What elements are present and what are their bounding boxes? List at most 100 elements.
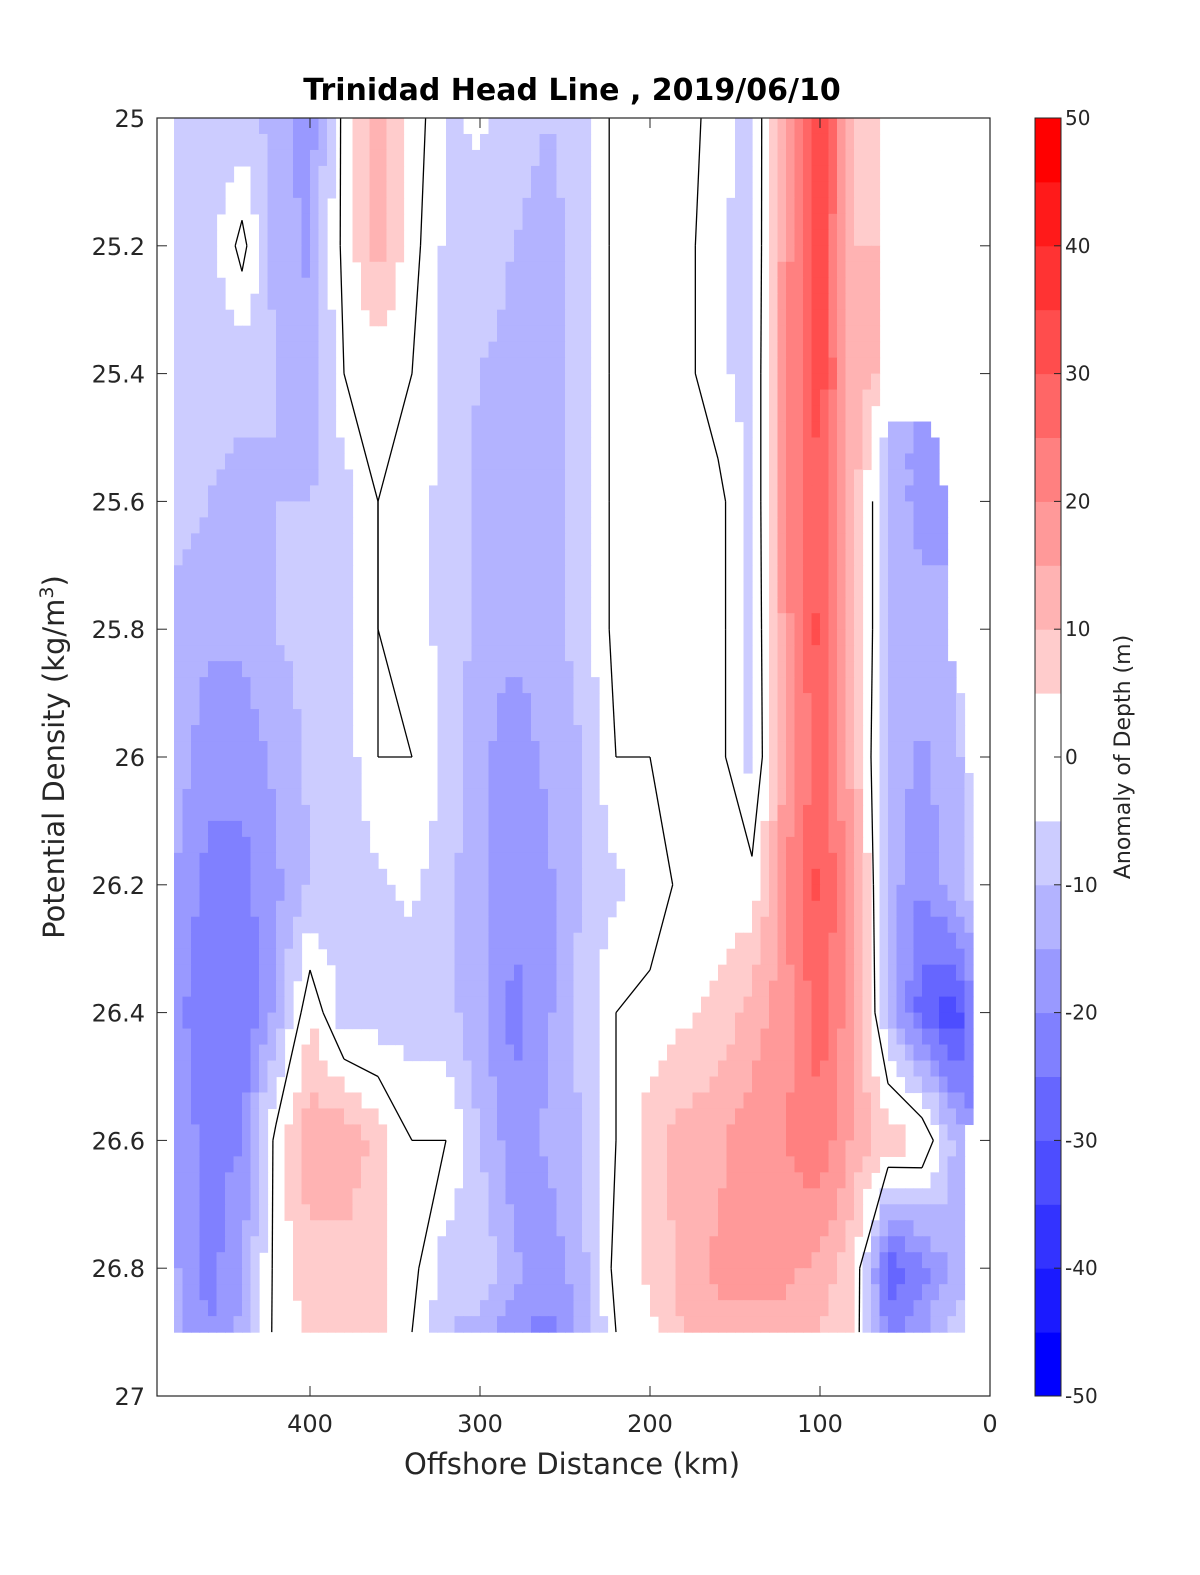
heatmap-cell	[531, 197, 541, 215]
heatmap-cell	[378, 1236, 388, 1253]
heatmap-cell	[191, 325, 201, 343]
heatmap-cell	[777, 485, 787, 502]
heatmap-cell	[556, 197, 566, 215]
heatmap-cell	[293, 629, 303, 646]
heatmap-cell	[310, 181, 320, 199]
heatmap-cell	[225, 1076, 235, 1094]
heatmap-cell	[182, 900, 192, 918]
heatmap-cell	[488, 677, 498, 694]
heatmap-cell	[335, 1204, 345, 1221]
heatmap-cell	[930, 804, 940, 822]
heatmap-cell	[437, 1300, 447, 1317]
heatmap-cell	[837, 661, 847, 678]
heatmap-cell	[573, 804, 583, 822]
heatmap-cell	[709, 996, 719, 1014]
heatmap-cell	[259, 948, 269, 966]
heatmap-cell	[429, 820, 439, 838]
heatmap-cell	[471, 405, 481, 423]
heatmap-cell	[743, 1012, 753, 1030]
heatmap-cell	[199, 1204, 209, 1221]
heatmap-cell	[471, 1044, 481, 1062]
heatmap-cell	[879, 437, 889, 455]
heatmap-cell	[225, 661, 235, 678]
heatmap-cell	[888, 741, 898, 758]
heatmap-cell	[344, 788, 354, 806]
heatmap-cell	[548, 916, 558, 934]
heatmap-cell	[327, 868, 337, 886]
heatmap-cell	[361, 996, 371, 1014]
heatmap-cell	[310, 1060, 320, 1078]
heatmap-cell	[293, 884, 303, 902]
heatmap-cell	[573, 1028, 583, 1046]
heatmap-cell	[446, 501, 456, 518]
heatmap-cell	[794, 693, 804, 710]
heatmap-cell	[939, 677, 949, 694]
heatmap-cell	[259, 1204, 269, 1221]
heatmap-cell	[905, 788, 915, 806]
heatmap-cell	[488, 597, 498, 614]
heatmap-cell	[216, 133, 226, 151]
heatmap-cell	[582, 661, 592, 678]
heatmap-cell	[259, 469, 269, 487]
heatmap-cell	[259, 836, 269, 854]
heatmap-cell	[386, 229, 396, 247]
heatmap-cell	[522, 181, 532, 199]
heatmap-cell	[531, 709, 541, 726]
heatmap-cell	[318, 165, 328, 183]
heatmap-cell	[335, 852, 345, 870]
heatmap-cell	[480, 820, 490, 838]
heatmap-cell	[718, 1188, 728, 1205]
heatmap-cell	[556, 501, 566, 518]
heatmap-cell	[888, 645, 898, 662]
heatmap-cell	[947, 1252, 957, 1269]
heatmap-cell	[208, 229, 218, 247]
heatmap-cell	[930, 1076, 940, 1094]
heatmap-cell	[276, 629, 286, 646]
heatmap-cell	[233, 1284, 243, 1301]
heatmap-cell	[293, 1204, 303, 1221]
heatmap-cell	[692, 1028, 702, 1046]
heatmap-cell	[548, 245, 558, 263]
heatmap-cell	[199, 1060, 209, 1078]
heatmap-cell	[182, 453, 192, 471]
heatmap-cell	[548, 421, 558, 439]
heatmap-cell	[310, 1188, 320, 1205]
heatmap-cell	[369, 1012, 379, 1030]
heatmap-cell	[378, 1220, 388, 1237]
heatmap-cell	[828, 916, 838, 934]
heatmap-cell	[556, 421, 566, 439]
heatmap-cell	[786, 709, 796, 726]
heatmap-cell	[514, 1012, 524, 1030]
heatmap-cell	[463, 629, 473, 646]
heatmap-cell	[284, 1124, 294, 1141]
heatmap-cell	[488, 1188, 498, 1205]
heatmap-cell	[293, 213, 303, 231]
heatmap-cell	[216, 613, 226, 630]
heatmap-cell	[862, 118, 872, 135]
heatmap-cell	[216, 1108, 226, 1126]
heatmap-cell	[446, 996, 456, 1014]
heatmap-cell	[539, 980, 549, 998]
heatmap-cell	[301, 309, 311, 327]
heatmap-cell	[378, 213, 388, 231]
heatmap-cell	[310, 501, 320, 518]
heatmap-cell	[471, 613, 481, 630]
heatmap-cell	[947, 1284, 957, 1301]
heatmap-cell	[182, 1092, 192, 1110]
heatmap-cell	[378, 229, 388, 247]
heatmap-cell	[548, 788, 558, 806]
heatmap-cell	[284, 533, 294, 550]
heatmap-cell	[650, 1172, 660, 1189]
heatmap-cell	[497, 213, 507, 231]
heatmap-cell	[803, 197, 813, 215]
heatmap-cell	[233, 804, 243, 822]
heatmap-cell	[480, 693, 490, 710]
heatmap-cell	[242, 517, 252, 534]
heatmap-cell	[556, 118, 566, 135]
heatmap-cell	[820, 629, 830, 646]
heatmap-cell	[667, 1124, 677, 1141]
heatmap-cell	[310, 565, 320, 582]
heatmap-cell	[216, 725, 226, 742]
heatmap-cell	[522, 1252, 532, 1269]
